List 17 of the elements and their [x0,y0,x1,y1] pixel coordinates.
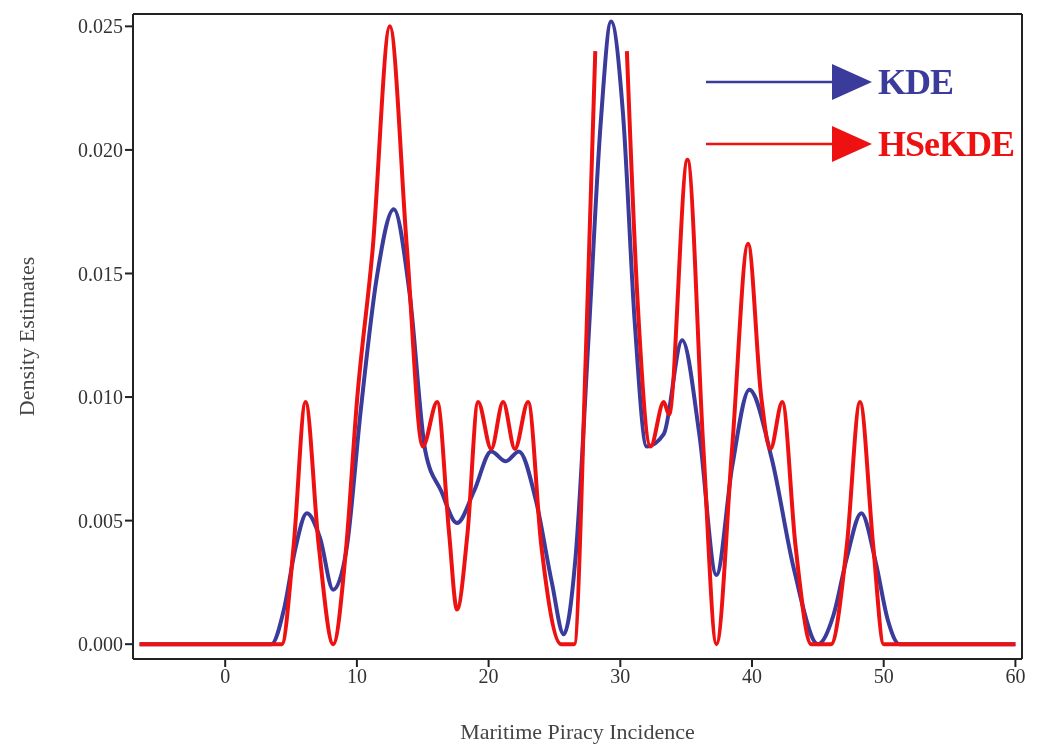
y-tick-label: 0.015 [78,262,123,285]
x-tick-label: 50 [873,665,894,688]
y-tick-label: 0.005 [78,509,123,532]
y-axis-title: Density Estimates [13,256,39,417]
x-tick-label: 60 [1005,665,1026,688]
x-tick-label: 0 [220,665,231,688]
y-tick-label: 0.025 [78,15,123,38]
x-tick-label: 30 [610,665,631,688]
legend-label: KDE [877,61,953,103]
x-axis-title: Maritime Piracy Incidence [460,719,695,744]
x-tick-label: 20 [478,665,499,688]
x-tick-label: 40 [742,665,763,688]
y-tick-label: 0.000 [78,633,123,656]
y-tick-label: 0.020 [78,139,123,162]
x-tick-label: 10 [346,665,367,688]
legend-label: HSeKDE [877,123,1014,165]
y-tick-label: 0.010 [78,386,123,409]
